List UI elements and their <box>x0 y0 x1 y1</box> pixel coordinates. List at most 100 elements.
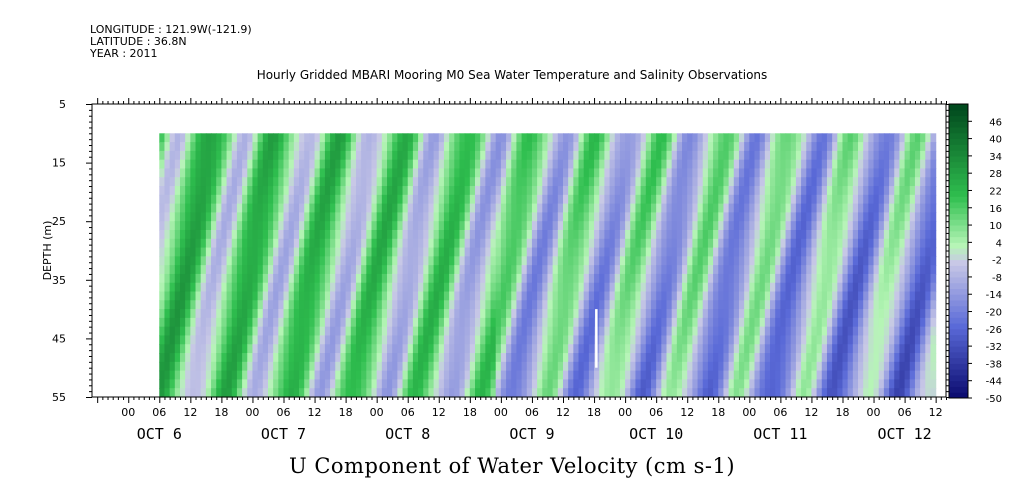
heatmap-cell <box>723 388 730 398</box>
heatmap-cell <box>837 265 844 275</box>
heatmap-cell <box>345 282 352 293</box>
heatmap-cell <box>790 300 797 310</box>
heatmap-cell <box>288 291 295 301</box>
heatmap-cell <box>588 317 595 328</box>
heatmap-cell <box>449 326 455 337</box>
heatmap-cell <box>790 370 797 381</box>
heatmap-cell <box>573 370 580 381</box>
heatmap-cell <box>847 221 854 231</box>
heatmap-cell <box>459 221 466 231</box>
heatmap-cell <box>361 361 367 372</box>
heatmap-cell <box>837 344 844 354</box>
heatmap-cell <box>490 221 497 231</box>
heatmap-cell <box>868 247 875 257</box>
heatmap-cell <box>645 247 652 257</box>
heatmap-cell <box>847 309 854 319</box>
heatmap-cell <box>438 159 445 170</box>
heatmap-cell <box>449 309 455 319</box>
heatmap-cell <box>682 150 688 161</box>
heatmap-cell <box>267 326 274 337</box>
heatmap-cell <box>485 344 492 354</box>
heatmap-cell <box>500 194 507 205</box>
heatmap-cell <box>557 133 564 143</box>
heatmap-cell <box>376 150 383 161</box>
heatmap-cell <box>625 168 631 178</box>
heatmap-cell <box>537 159 543 170</box>
heatmap-cell <box>531 291 538 301</box>
heatmap-cell <box>754 168 761 178</box>
heatmap-cell <box>930 159 937 170</box>
heatmap-cell <box>568 370 574 381</box>
heatmap-cell <box>635 309 642 319</box>
heatmap-cell <box>179 353 186 363</box>
heatmap-cell <box>257 388 264 398</box>
heatmap-cell <box>816 177 823 187</box>
heatmap-cell <box>211 186 217 196</box>
heatmap-cell <box>650 229 657 240</box>
heatmap-cell <box>842 265 849 275</box>
heatmap-cell <box>185 256 191 266</box>
heatmap-cell <box>500 353 507 363</box>
heatmap-cell <box>205 326 212 337</box>
heatmap-cell <box>428 168 435 178</box>
heatmap-cell <box>273 273 279 284</box>
heatmap-cell <box>449 388 455 398</box>
heatmap-cell <box>371 300 378 310</box>
heatmap-cell <box>868 379 875 389</box>
heatmap-cell <box>764 142 771 152</box>
heatmap-cell <box>174 247 181 257</box>
heatmap-cell <box>418 150 424 161</box>
heatmap-cell <box>702 273 709 284</box>
heatmap-cell <box>324 203 331 214</box>
heatmap-cell <box>247 282 254 293</box>
heatmap-cell <box>770 326 776 337</box>
heatmap-cell <box>925 229 932 240</box>
heatmap-cell <box>656 203 662 214</box>
heatmap-cell <box>397 221 404 231</box>
heatmap-cell <box>350 353 357 363</box>
x-tick-label: 18 <box>835 406 849 419</box>
heatmap-cell <box>697 177 704 187</box>
heatmap-cell <box>780 133 787 143</box>
heatmap-cell <box>345 379 352 389</box>
heatmap-cell <box>418 317 424 328</box>
heatmap-cell <box>682 282 688 293</box>
heatmap-cell <box>759 229 766 240</box>
heatmap-cell <box>604 370 611 381</box>
heatmap-cell <box>873 247 880 257</box>
heatmap-cell <box>288 317 295 328</box>
heatmap-cell <box>785 265 792 275</box>
heatmap-cell <box>314 212 321 222</box>
heatmap-cell <box>775 353 781 363</box>
heatmap-cell <box>361 168 367 178</box>
heatmap-cell <box>159 326 166 337</box>
heatmap-cell <box>842 229 849 240</box>
heatmap-cell <box>666 186 673 196</box>
heatmap-cell <box>490 300 497 310</box>
heatmap-cell <box>547 361 554 372</box>
heatmap-cell <box>744 238 750 249</box>
heatmap-cell <box>630 203 637 214</box>
heatmap-cell <box>847 317 854 328</box>
heatmap-cell <box>361 265 367 275</box>
heatmap-cell <box>397 379 404 389</box>
heatmap-cell <box>826 168 833 178</box>
heatmap-cell <box>899 168 906 178</box>
heatmap-cell <box>547 142 554 152</box>
heatmap-cell <box>200 133 207 143</box>
heatmap-cell <box>495 291 502 301</box>
heatmap-cell <box>904 256 911 266</box>
heatmap-cell <box>273 150 279 161</box>
heatmap-cell <box>920 159 926 170</box>
heatmap-cell <box>506 361 512 372</box>
heatmap-cell <box>801 238 807 249</box>
heatmap-cell <box>764 300 771 310</box>
heatmap-cell <box>837 370 844 381</box>
heatmap-cell <box>578 229 585 240</box>
heatmap-cell <box>511 282 518 293</box>
heatmap-cell <box>185 133 191 143</box>
heatmap-cell <box>878 361 885 372</box>
heatmap-cell <box>671 317 678 328</box>
heatmap-cell <box>775 256 781 266</box>
heatmap-cell <box>764 221 771 231</box>
